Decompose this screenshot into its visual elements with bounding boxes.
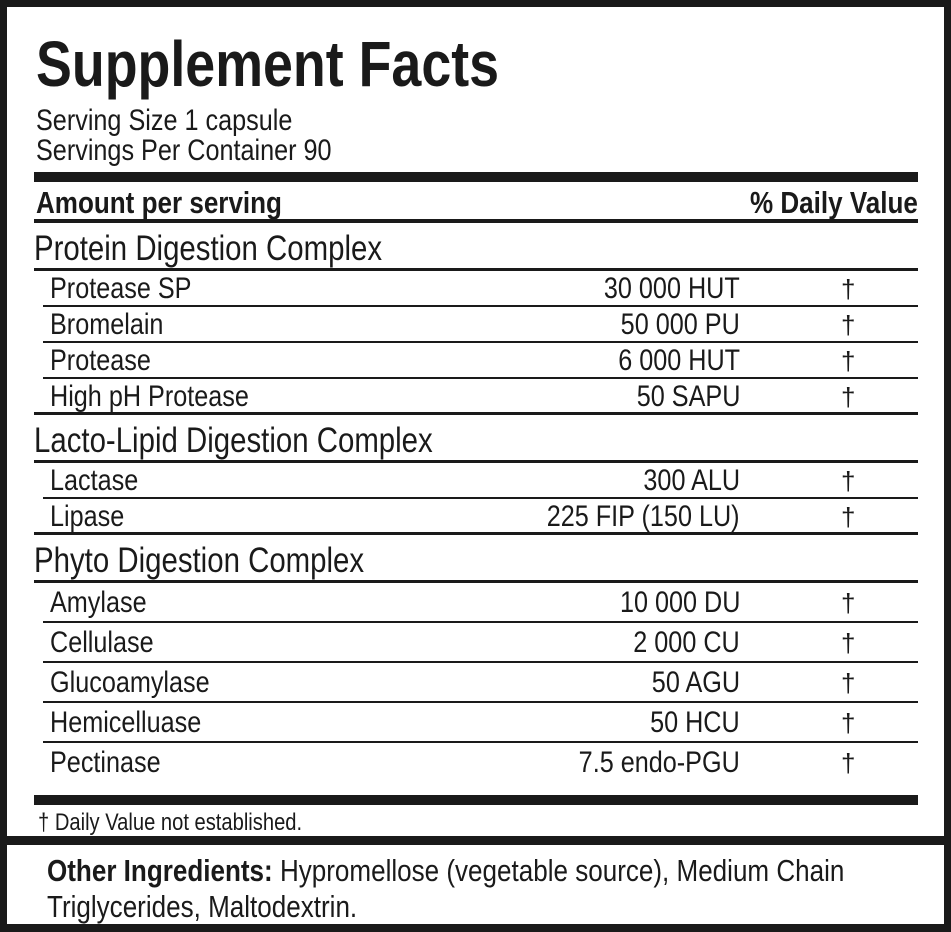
panel-title: Supplement Facts [36, 29, 587, 99]
table-row: High pH Protease 50 SAPU † [34, 379, 918, 415]
ingredient-amount: 50 AGU [635, 663, 740, 703]
dagger-icon: † [841, 748, 856, 778]
ingredient-amount: 50 HCU [633, 703, 740, 743]
table-row: Bromelain 50 000 PU † [43, 307, 918, 343]
ingredient-amount-text: 50 000 PU [620, 308, 740, 341]
servings-per-container: Servings Per Container 90 [36, 135, 388, 167]
dagger-icon: † [841, 346, 856, 376]
ingredient-name: Protease [50, 343, 170, 379]
ingredient-name: Amylase [50, 583, 165, 623]
table-row: Pectinase 7.5 endo-PGU † [43, 743, 918, 783]
section-name: Lacto-Lipid Digestion Complex [34, 421, 433, 460]
ingredient-name: Cellulase [50, 623, 173, 663]
ingredient-name-text: High pH Protease [50, 380, 249, 413]
ingredient-amount: 10 000 DU [597, 583, 740, 623]
ingredient-amount-text: 225 FIP (150 LU) [547, 500, 740, 533]
section-header: Protein Digestion Complex [34, 223, 918, 271]
dagger-icon: † [841, 310, 856, 340]
ingredient-amount: 300 ALU [625, 463, 740, 499]
ingredient-table: Protein Digestion Complex Protease SP 30 0… [34, 223, 918, 783]
serving-size-text: Serving Size 1 capsule [36, 104, 293, 137]
ingredient-amount: 30 000 HUT [578, 271, 740, 307]
dagger-icon: † [841, 588, 856, 618]
ingredient-amount: 6 000 HUT [595, 343, 740, 379]
ingredient-name-text: Protease SP [50, 272, 192, 305]
table-row: Protease 6 000 HUT † [43, 343, 918, 379]
section-name: Phyto Digestion Complex [34, 541, 365, 580]
section-header: Phyto Digestion Complex [34, 535, 918, 583]
dagger-icon: † [841, 274, 856, 304]
ingredient-name: Pectinase [50, 743, 182, 783]
table-row: Lactase 300 ALU † [43, 463, 918, 499]
other-ingredients-text: Hypromellose (vegetable source), Medium … [272, 853, 845, 888]
ingredient-name: Bromelain [50, 307, 185, 343]
ingredient-amount-text: 10 000 DU [619, 586, 740, 619]
divider-thick [34, 795, 918, 805]
dagger-icon: † [841, 466, 856, 496]
ingredient-name-text: Glucoamylase [50, 666, 210, 699]
ingredient-amount: 225 FIP (150 LU) [510, 499, 740, 535]
other-ingredients-label: Other Ingredients: [47, 853, 273, 888]
divider [34, 219, 918, 223]
ingredient-amount: 50 000 PU [598, 307, 740, 343]
table-row: Amylase 10 000 DU † [43, 583, 918, 623]
footnote-text: † Daily Value not established. [38, 809, 303, 836]
ingredient-amount-text: 6 000 HUT [618, 344, 740, 377]
daily-value-header: % Daily Value [750, 185, 918, 220]
table-row: Cellulase 2 000 CU † [43, 623, 918, 663]
footnote: † Daily Value not established. [38, 807, 352, 839]
ingredient-name: Lactase [50, 463, 155, 499]
ingredient-name-text: Pectinase [50, 746, 161, 779]
ingredient-name-text: Amylase [50, 586, 147, 619]
ingredient-name: Lipase [50, 499, 138, 535]
ingredient-name-text: Protease [50, 344, 151, 377]
ingredient-amount-text: 2 000 CU [633, 626, 740, 659]
ingredient-name-text: Lipase [50, 500, 125, 533]
column-header: Amount per serving % Daily Value [34, 185, 918, 221]
ingredient-amount: 50 SAPU [617, 379, 740, 415]
other-ingredients-text: Triglycerides, Maltodextrin. [47, 889, 358, 924]
ingredient-amount: 2 000 CU [613, 623, 740, 663]
ingredient-amount-text: 300 ALU [643, 464, 740, 497]
amount-header: Amount per serving [36, 185, 282, 220]
ingredient-amount-text: 7.5 endo-PGU [578, 746, 740, 779]
ingredient-amount-text: 50 AGU [651, 666, 740, 699]
ingredient-amount-text: 50 HCU [650, 706, 740, 739]
dagger-icon: † [841, 628, 856, 658]
table-row: Glucoamylase 50 AGU † [43, 663, 918, 703]
ingredient-amount: 7.5 endo-PGU [548, 743, 740, 783]
section-header: Lacto-Lipid Digestion Complex [34, 415, 918, 463]
section-name: Protein Digestion Complex [34, 229, 383, 268]
ingredient-amount-text: 50 SAPU [636, 380, 740, 413]
divider-thick [34, 172, 918, 182]
dagger-icon: † [841, 382, 856, 412]
ingredient-name: Hemicelluase [50, 703, 230, 743]
ingredient-name: High pH Protease [50, 379, 287, 415]
servings-text: Servings Per Container 90 [36, 134, 332, 167]
title-text: Supplement Facts [36, 28, 500, 100]
ingredient-name-text: Lactase [50, 464, 139, 497]
dagger-icon: † [841, 708, 856, 738]
dagger-icon: † [841, 668, 856, 698]
ingredient-name: Glucoamylase [50, 663, 240, 703]
other-ingredients: Other Ingredients: Hypromellose (vegetab… [47, 853, 951, 925]
serving-size: Serving Size 1 capsule [36, 105, 341, 137]
table-row: Hemicelluase 50 HCU † [43, 703, 918, 743]
divider-thick [7, 836, 944, 845]
table-row: Lipase 225 FIP (150 LU) † [34, 499, 918, 535]
ingredient-amount-text: 30 000 HUT [604, 272, 740, 305]
ingredient-name-text: Hemicelluase [50, 706, 202, 739]
table-row: Protease SP 30 000 HUT † [43, 271, 918, 307]
dagger-icon: † [841, 502, 856, 532]
ingredient-name-text: Bromelain [50, 308, 164, 341]
ingredient-name: Protease SP [50, 271, 218, 307]
ingredient-name-text: Cellulase [50, 626, 154, 659]
